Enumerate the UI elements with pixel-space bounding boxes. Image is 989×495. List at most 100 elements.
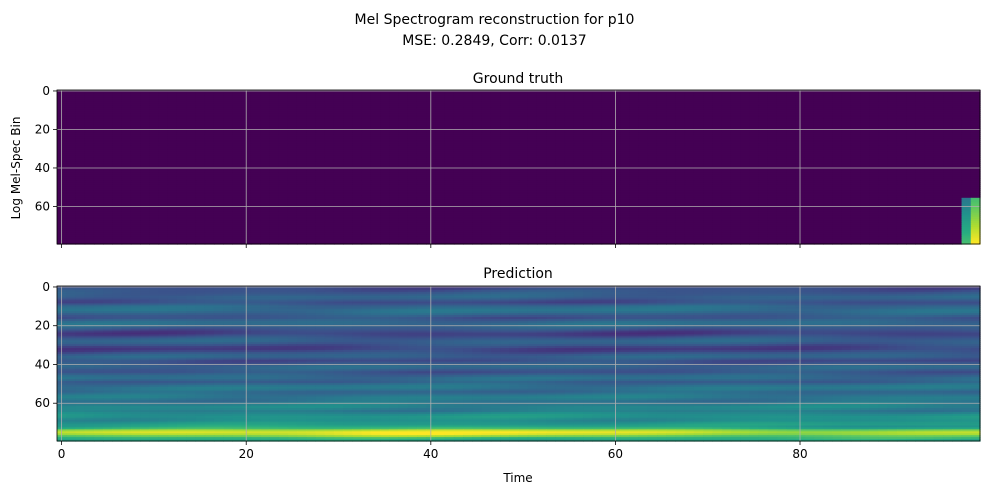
- heatmap-cell: [296, 134, 307, 137]
- heatmap-cell: [112, 157, 123, 160]
- heatmap-cell: [518, 95, 529, 99]
- heatmap-cell: [158, 184, 169, 187]
- heatmap-cell: [66, 138, 77, 141]
- heatmap-cell: [961, 147, 972, 151]
- heatmap-cell: [758, 115, 769, 118]
- heatmap-cell: [361, 178, 372, 182]
- heatmap-cell: [730, 159, 741, 162]
- heatmap-cell: [592, 93, 603, 97]
- heatmap-cell: [878, 130, 889, 133]
- heatmap-cell: [832, 140, 843, 143]
- heatmap-cell: [66, 97, 77, 101]
- heatmap-cell: [675, 172, 686, 176]
- heatmap-cell: [296, 109, 307, 112]
- heatmap-cell: [601, 124, 612, 128]
- heatmap-cell: [269, 138, 280, 141]
- heatmap-cell: [84, 170, 95, 174]
- heatmap-cell: [186, 174, 197, 178]
- heatmap-cell: [786, 105, 796, 108]
- heatmap-cell: [638, 105, 649, 108]
- heatmap-cell: [656, 182, 667, 185]
- heatmap-cell: [453, 115, 464, 118]
- heatmap-cell: [204, 172, 215, 176]
- heatmap-cell: [343, 101, 353, 105]
- heatmap-cell: [84, 134, 95, 137]
- heatmap-cell: [869, 113, 880, 116]
- heatmap-cell: [130, 126, 141, 130]
- heatmap-cell: [684, 145, 695, 149]
- heatmap-cell: [75, 124, 86, 128]
- heatmap-cell: [333, 184, 344, 187]
- heatmap-cell: [970, 109, 981, 112]
- heatmap-cell: [823, 165, 833, 168]
- heatmap-cell: [896, 149, 907, 153]
- heatmap-cell: [536, 109, 547, 112]
- heatmap-cell: [130, 122, 141, 126]
- heatmap-cell: [158, 109, 169, 112]
- heatmap-cell: [296, 101, 307, 105]
- heatmap-cell: [703, 138, 713, 141]
- heatmap-cell: [398, 99, 409, 103]
- heatmap-cell: [296, 141, 307, 145]
- heatmap-cell: [472, 124, 483, 128]
- heatmap-cell: [158, 182, 169, 185]
- heatmap-cell: [887, 120, 898, 124]
- heatmap-cell: [712, 122, 723, 126]
- heatmap-cell: [278, 151, 289, 155]
- heatmap-cell: [878, 126, 889, 130]
- heatmap-cell: [629, 161, 640, 164]
- heatmap-cell: [278, 145, 289, 149]
- heatmap-cell: [269, 182, 280, 185]
- heatmap-cell: [786, 153, 796, 157]
- heatmap-cell: [546, 99, 557, 103]
- heatmap-cell: [786, 178, 796, 182]
- heatmap-cell: [887, 105, 898, 108]
- heatmap-cell: [343, 109, 353, 112]
- heatmap-cell: [389, 165, 400, 168]
- heatmap-cell: [463, 136, 473, 139]
- heatmap-cell: [518, 145, 529, 149]
- heatmap-cell: [213, 161, 224, 164]
- heatmap-cell: [232, 120, 243, 124]
- heatmap-cell: [943, 93, 953, 97]
- heatmap-cell: [444, 159, 455, 162]
- heatmap-cell: [93, 155, 104, 158]
- heatmap-cell: [361, 138, 372, 141]
- heatmap-cell: [103, 184, 113, 187]
- heatmap-cell: [583, 141, 593, 145]
- heatmap-cell: [583, 151, 593, 155]
- heatmap-cell: [204, 138, 215, 141]
- heatmap-cell: [250, 184, 261, 187]
- heatmap-cell: [518, 97, 529, 101]
- heatmap-cell: [656, 111, 667, 114]
- heatmap-cell: [250, 97, 261, 101]
- heatmap-cell: [620, 143, 630, 147]
- heatmap-cell: [730, 113, 741, 116]
- heatmap-cell: [398, 107, 409, 110]
- heatmap-cell: [407, 178, 418, 182]
- heatmap-cell: [684, 93, 695, 97]
- heatmap-cell: [204, 107, 215, 110]
- heatmap-cell: [260, 147, 270, 151]
- heatmap-cell: [730, 126, 741, 130]
- heatmap-cell: [518, 93, 529, 97]
- heatmap-cell: [140, 163, 150, 166]
- heatmap-cell: [389, 113, 400, 116]
- heatmap-cell: [860, 99, 870, 103]
- heatmap-cell: [112, 91, 123, 95]
- heatmap-cell: [407, 149, 418, 153]
- heatmap-cell: [463, 111, 473, 114]
- heatmap-cell: [167, 99, 178, 103]
- heatmap-cell: [887, 178, 898, 182]
- heatmap-cell: [250, 172, 261, 176]
- heatmap-cell: [629, 145, 640, 149]
- heatmap-cell: [158, 107, 169, 110]
- heatmap-cell: [730, 138, 741, 141]
- heatmap-cell: [638, 91, 649, 95]
- heatmap-cell: [195, 136, 206, 139]
- heatmap-cell: [952, 113, 963, 116]
- heatmap-cell: [112, 149, 123, 153]
- heatmap-cell: [112, 134, 123, 137]
- heatmap-cell: [490, 115, 501, 118]
- heatmap-cell: [84, 143, 95, 147]
